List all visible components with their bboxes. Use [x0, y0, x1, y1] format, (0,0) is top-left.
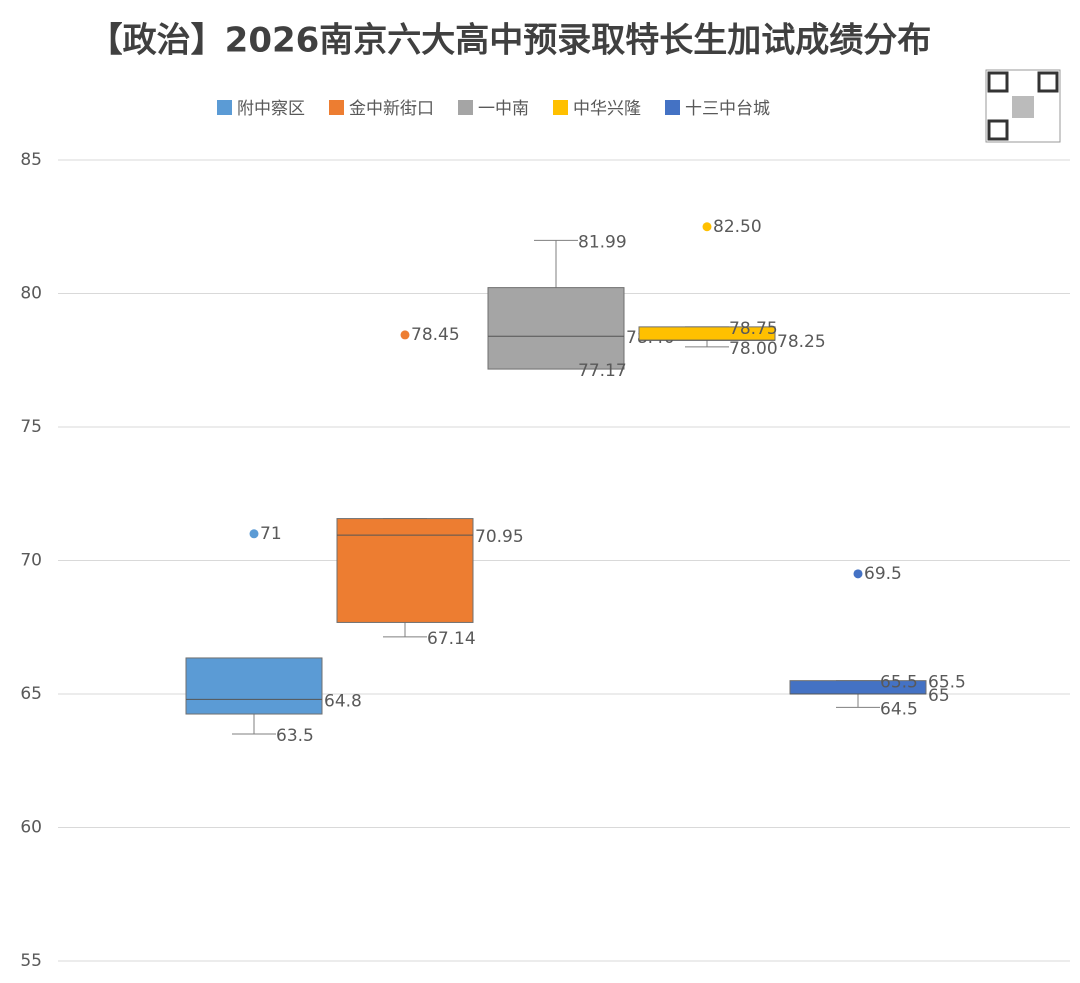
value-label: 67.14 — [427, 629, 476, 649]
y-tick-label: 60 — [20, 818, 42, 838]
legend-label: 金中新街口 — [349, 99, 434, 119]
legend-swatch — [553, 100, 568, 115]
y-tick-label: 55 — [20, 951, 42, 971]
box — [185, 657, 323, 715]
legend-label: 附中察区 — [237, 99, 305, 119]
outlier-label: 71 — [260, 524, 282, 544]
outlier — [853, 569, 863, 579]
box — [336, 518, 474, 623]
value-label: 63.5 — [276, 726, 314, 746]
y-tick-label: 85 — [20, 150, 42, 170]
value-label: 70.95 — [475, 527, 524, 547]
chart-title: 【政治】2026南京六大高中预录取特长生加试成绩分布 — [89, 21, 932, 61]
box — [487, 287, 625, 370]
y-tick-label: 80 — [20, 284, 42, 304]
legend-swatch — [458, 100, 473, 115]
legend-label: 一中南 — [478, 99, 529, 119]
legend-swatch — [217, 100, 232, 115]
value-label: 81.99 — [578, 232, 627, 252]
value-label: 65 — [928, 686, 950, 706]
legend-label: 十三中台城 — [685, 99, 770, 119]
outlier-label: 82.50 — [713, 217, 762, 237]
y-tick-label: 65 — [20, 684, 42, 704]
value-label: 65.5 — [880, 673, 918, 693]
legend-label: 中华兴隆 — [573, 99, 641, 119]
value-label: 78.75 — [729, 319, 778, 339]
outlier — [400, 330, 410, 340]
value-label: 78.00 — [729, 339, 778, 359]
value-label: 64.5 — [880, 699, 918, 719]
outlier-label: 78.45 — [411, 325, 460, 345]
legend-swatch — [329, 100, 344, 115]
value-label: 65.5 — [928, 673, 966, 693]
legend-swatch — [665, 100, 680, 115]
y-tick-label: 75 — [20, 417, 42, 437]
value-label: 77.17 — [578, 361, 627, 381]
value-label: 78.25 — [777, 332, 826, 352]
qr-code — [985, 69, 1061, 143]
y-tick-label: 70 — [20, 551, 42, 571]
value-label: 64.8 — [324, 691, 362, 711]
outlier — [702, 222, 712, 232]
outlier-label: 69.5 — [864, 564, 902, 584]
outlier — [249, 529, 259, 539]
